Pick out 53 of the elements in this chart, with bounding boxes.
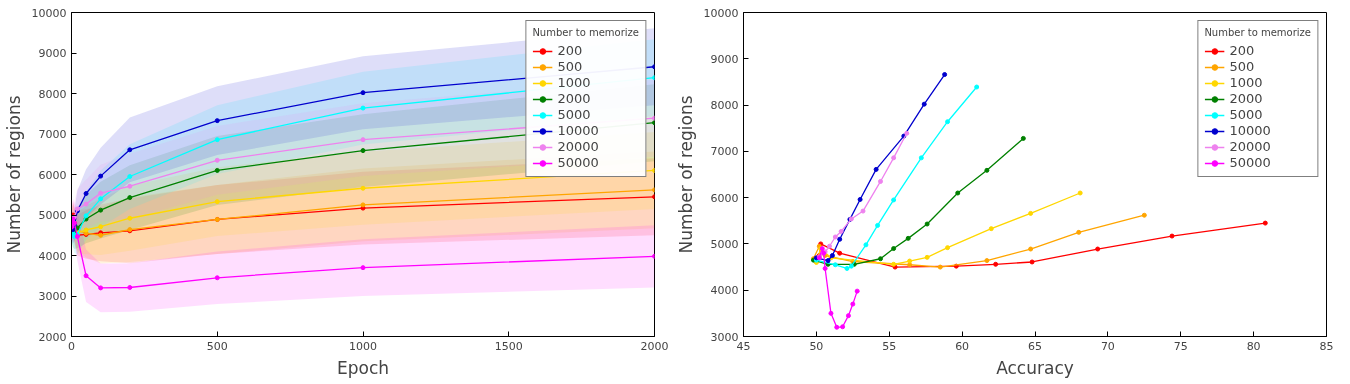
y-tick-label: 3000 [710, 330, 739, 344]
legend-label: 200 [557, 43, 583, 58]
legend-label: 1000 [557, 75, 591, 90]
x-tick-label: 2000 [640, 339, 669, 353]
y-tick-label: 9000 [710, 52, 739, 66]
y-tick-label: 4000 [38, 249, 67, 263]
legend-label: 10000 [1229, 123, 1271, 138]
x-axis-title: Epoch [336, 357, 390, 378]
y-tick-label: 7000 [710, 145, 739, 159]
y-tick-label: 6000 [38, 168, 67, 182]
legend-label: 1000 [1229, 75, 1263, 90]
legend-label: 2000 [1229, 91, 1263, 106]
y-axis-title: Number of regions [3, 95, 24, 254]
legend-title: Number to memorize [1204, 27, 1311, 38]
x-tick-label: 75 [1173, 339, 1188, 353]
x-tick-label: 1000 [349, 339, 377, 353]
legend-label: 2000 [557, 91, 591, 106]
legend-label: 10000 [557, 123, 599, 138]
y-tick-label: 6000 [710, 191, 739, 205]
y-tick-label: 9000 [38, 47, 67, 60]
x-tick-label: 50 [809, 339, 824, 353]
x-tick-label: 80 [1246, 339, 1261, 353]
y-tick-label: 5000 [710, 237, 739, 251]
x-tick-label: 45 [736, 339, 751, 353]
legend-label: 5000 [1229, 107, 1263, 122]
y-tick-label: 8000 [710, 99, 739, 113]
x-tick-label: 500 [206, 339, 228, 353]
x-tick-label: 55 [882, 339, 897, 353]
x-axis-title: Accuracy [996, 357, 1074, 378]
legend-label: 20000 [1229, 139, 1271, 154]
legend-label: 500 [1229, 59, 1255, 74]
y-tick-label: 5000 [38, 209, 67, 222]
legend-label: 5000 [557, 107, 591, 122]
legend-label: 50000 [557, 155, 599, 170]
y-tick-label: 2000 [38, 330, 67, 344]
y-tick-label: 3000 [38, 290, 67, 303]
y-tick-label: 10000 [31, 6, 67, 20]
y-axis-title: Number of regions [675, 95, 696, 254]
legend-label: 500 [557, 59, 583, 74]
y-tick-label: 4000 [710, 284, 739, 298]
x-tick-label: 85 [1319, 339, 1334, 353]
y-tick-label: 10000 [703, 6, 739, 20]
x-tick-label: 1500 [494, 339, 523, 353]
legend-label: 200 [1229, 43, 1255, 58]
y-tick-label: 7000 [38, 128, 67, 141]
legend-title: Number to memorize [532, 27, 639, 38]
x-tick-label: 65 [1028, 339, 1042, 353]
x-tick-label: 0 [68, 339, 75, 353]
legend-label: 20000 [557, 139, 599, 154]
y-tick-label: 8000 [38, 87, 67, 101]
x-tick-label: 60 [955, 339, 970, 353]
x-tick-label: 70 [1100, 339, 1115, 353]
legend-label: 50000 [1229, 155, 1271, 170]
